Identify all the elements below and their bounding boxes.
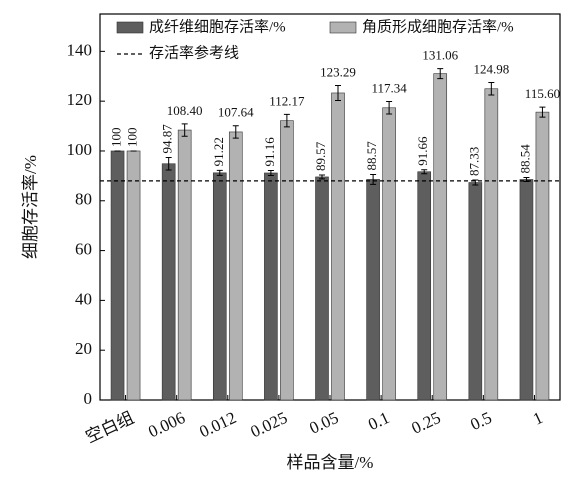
- x-tick-label: 0.006: [145, 408, 188, 441]
- error-bar: [267, 169, 274, 176]
- error-bar: [165, 157, 172, 171]
- data-label: 88.54: [517, 144, 532, 174]
- y-tick-label: 80: [75, 190, 92, 209]
- data-label: 100: [109, 127, 124, 147]
- error-bar: [283, 113, 290, 128]
- bar: [212, 172, 227, 401]
- bar: [280, 120, 294, 401]
- error-bar: [181, 123, 188, 137]
- legend-label: 成纤维细胞存活率/%: [149, 18, 286, 35]
- data-label: 91.66: [415, 136, 430, 166]
- bar: [519, 179, 534, 401]
- error-bar: [386, 101, 393, 115]
- bar: [331, 92, 345, 401]
- bar: [366, 179, 380, 401]
- x-tick-label: 0.05: [306, 408, 341, 438]
- data-label: 123.29: [320, 64, 356, 79]
- x-tick-label: 0.012: [196, 408, 239, 441]
- data-label: 108.40: [167, 103, 203, 118]
- data-label: 115.60: [525, 86, 560, 101]
- bar: [484, 88, 499, 401]
- y-tick-label: 120: [67, 90, 93, 109]
- error-bar: [335, 84, 341, 101]
- x-tick-label: 0.25: [409, 408, 444, 438]
- error-bar: [539, 106, 546, 118]
- data-label: 100: [125, 127, 140, 147]
- data-label: 91.22: [211, 137, 226, 166]
- x-tick-label: 0.1: [365, 408, 392, 434]
- data-label: 112.17: [269, 93, 305, 108]
- data-label: 117.34: [371, 81, 407, 96]
- legend-label: 存活率参考线: [149, 44, 239, 61]
- data-label: 88.57: [364, 141, 379, 171]
- bar: [228, 131, 243, 401]
- bar: [535, 111, 550, 401]
- error-bar: [472, 179, 479, 186]
- y-tick-label: 40: [75, 289, 92, 308]
- x-axis-label: 样品含量/%: [287, 453, 374, 472]
- x-tick-label: 空白组: [83, 408, 137, 447]
- legend-swatch: [116, 21, 144, 34]
- error-bar: [232, 125, 239, 139]
- x-tick-label: 1: [530, 408, 546, 429]
- y-tick-label: 140: [67, 40, 93, 59]
- bar: [315, 176, 329, 401]
- data-label: 87.33: [466, 147, 481, 176]
- legend-swatch: [329, 21, 357, 34]
- y-tick-label: 0: [84, 389, 93, 408]
- data-label: 89.57: [313, 141, 328, 171]
- bar: [177, 129, 192, 401]
- bar: [433, 73, 448, 401]
- y-tick-label: 100: [67, 140, 93, 159]
- error-bar: [488, 82, 495, 96]
- data-label: 124.98: [473, 62, 509, 77]
- y-axis-label: 细胞存活率/%: [21, 155, 40, 259]
- data-label: 94.87: [160, 124, 175, 154]
- y-tick-label: 60: [75, 239, 92, 258]
- x-tick-label: 0.025: [248, 408, 291, 441]
- bar: [468, 182, 483, 401]
- data-label: 107.64: [218, 105, 254, 120]
- legend-label: 角质形成细胞存活率/%: [362, 18, 514, 35]
- bar: [110, 150, 125, 401]
- error-bar: [216, 169, 223, 176]
- error-bar: [370, 173, 377, 185]
- data-label: 131.06: [422, 48, 458, 63]
- error-bar: [421, 169, 428, 175]
- bar: [161, 163, 176, 401]
- bar: [126, 150, 141, 401]
- error-bar: [319, 174, 325, 180]
- x-tick-label: 0.5: [467, 408, 494, 434]
- bar: [382, 107, 396, 401]
- error-bar: [437, 68, 444, 80]
- y-tick-label: 20: [75, 339, 92, 358]
- bar: [417, 171, 432, 401]
- data-label: 91.16: [262, 137, 277, 167]
- bar: [264, 172, 278, 401]
